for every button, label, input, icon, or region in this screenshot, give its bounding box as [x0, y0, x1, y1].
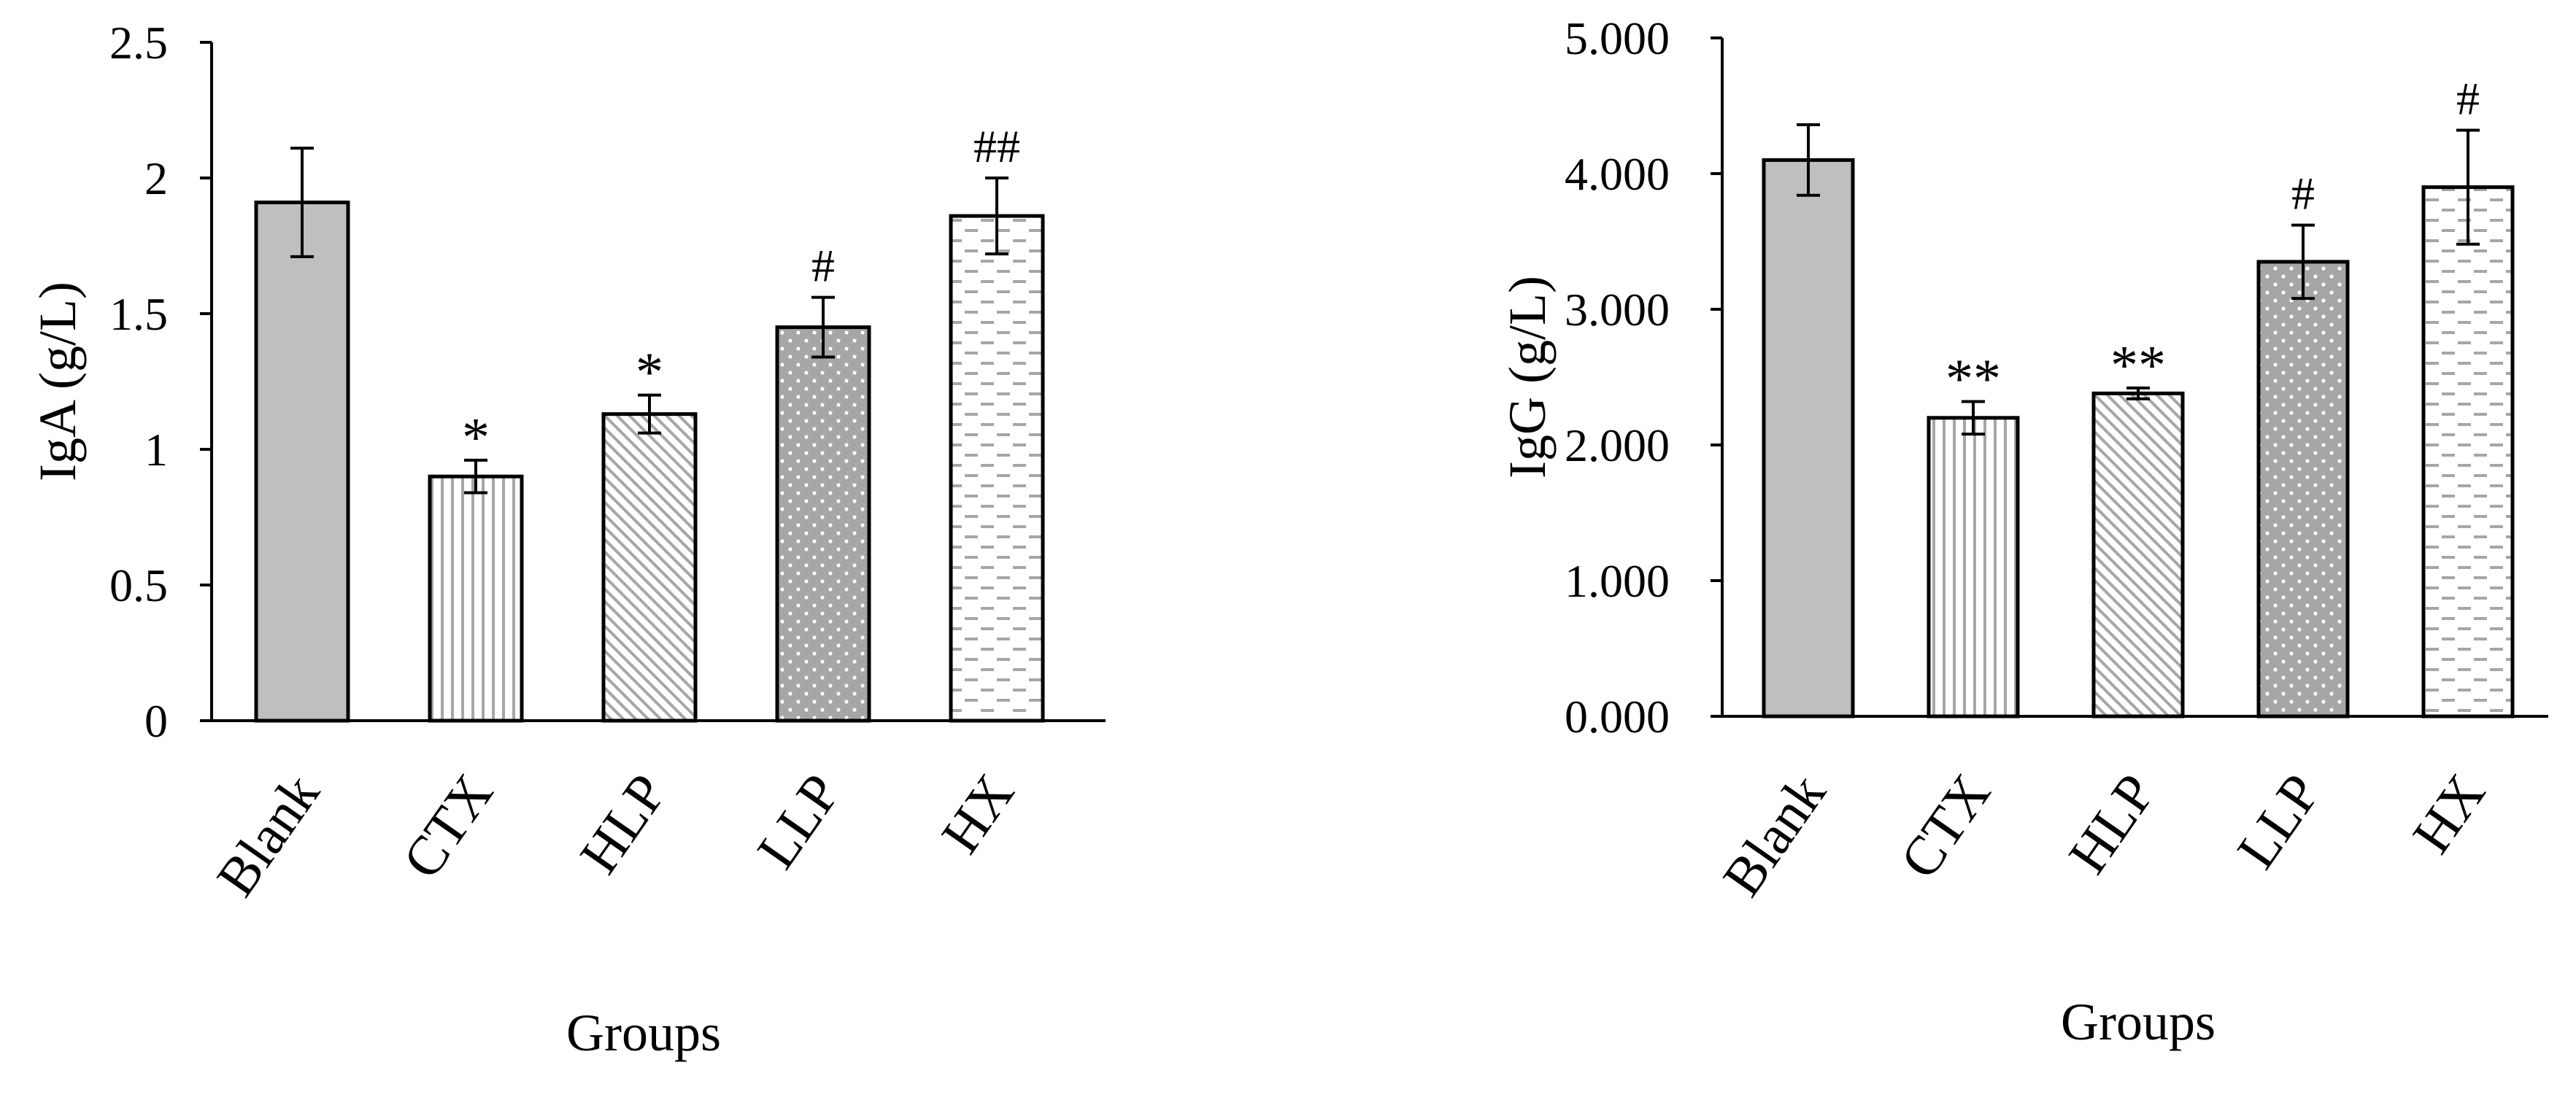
bar-hlp: [2091, 391, 2185, 719]
bar-hlp: [601, 412, 698, 723]
chart-panel-2: 0.000 1.000 2.000 3.000 4.000 5.000 IgG (g/L) B…: [1498, 12, 2548, 1051]
chart-panel-1: 0 0.5 1 1.5 2 2.5 IgA (g/L) Blank * CTX * HLP # LLP ##…: [28, 17, 1106, 1062]
significance-label: *: [636, 342, 663, 403]
y-tick-label: 5.000: [1565, 12, 1670, 64]
significance-label: **: [1946, 348, 2001, 409]
significance-label: **: [2110, 335, 2166, 396]
x-tick-label-ctx: CTX: [1889, 764, 2002, 890]
x-tick-label-blank: Blank: [1711, 764, 1837, 907]
x-tick-label-hlp: HLP: [2057, 764, 2167, 885]
y-axis-label: IgG (g/L): [1498, 276, 1557, 479]
bar-blank: [254, 200, 350, 723]
x-axis-label: Groups: [2061, 993, 2216, 1051]
significance-label: ##: [973, 120, 1020, 172]
significance-label: #: [811, 240, 835, 292]
y-tick-label: 1.000: [1565, 555, 1670, 607]
x-tick-label-hx: HX: [2401, 764, 2497, 864]
y-tick-label: 3.000: [1565, 284, 1670, 336]
x-axis-label: Groups: [566, 1004, 721, 1062]
y-tick-label: 2: [144, 152, 168, 204]
significance-label: #: [2456, 72, 2480, 124]
x-tick-label-llp: LLP: [2226, 764, 2332, 880]
x-tick-label-llp: LLP: [746, 764, 852, 880]
x-tick-label-ctx: CTX: [391, 764, 505, 890]
bar-blank: [1762, 158, 1855, 719]
y-tick-label: 2.000: [1565, 419, 1670, 471]
y-tick-label: 2.5: [109, 17, 168, 69]
x-tick-label-blank: Blank: [205, 764, 331, 907]
significance-label: #: [2291, 168, 2315, 220]
bar-llp: [2256, 260, 2350, 719]
y-tick-label: 1: [144, 424, 168, 476]
y-axis-label: IgA (g/L): [28, 282, 87, 481]
bar-ctx: [1927, 416, 2020, 719]
x-tick-label-hlp: HLP: [568, 764, 679, 885]
y-tick-label: 0.5: [109, 559, 168, 611]
bar-hx: [2421, 185, 2515, 719]
y-tick-label: 0.000: [1565, 691, 1670, 743]
x-tick-label-hx: HX: [930, 764, 1026, 864]
y-tick-label: 4.000: [1565, 148, 1670, 200]
y-tick-label: 0: [144, 695, 168, 747]
y-tick-label: 1.5: [109, 288, 168, 340]
significance-label: *: [462, 407, 490, 468]
bar-llp: [775, 325, 871, 723]
bar-ctx: [428, 474, 524, 723]
bar-hx: [949, 214, 1045, 723]
